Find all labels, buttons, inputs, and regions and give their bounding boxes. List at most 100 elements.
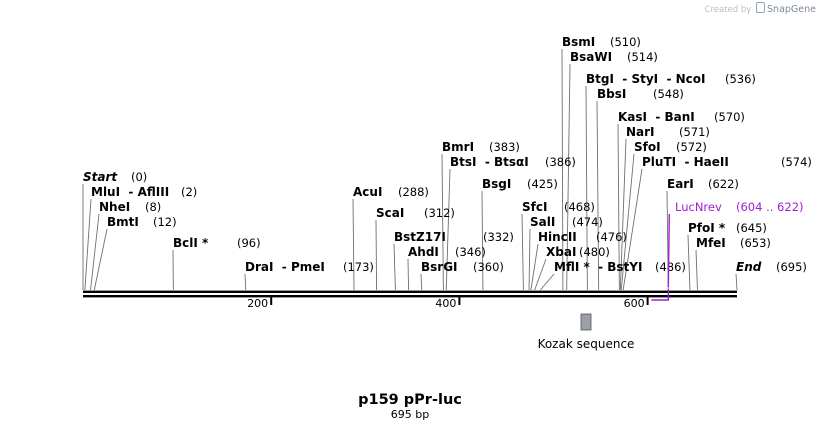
site-leader-line [585,85,588,291]
enzyme-site[interactable]: KasI - BanI (570) [618,110,745,124]
site-leader-line [617,123,620,291]
enzyme-site[interactable]: BsrGI (360) [421,260,504,274]
enzyme-name: BsmI [562,35,595,49]
kozak-feature-box [580,313,592,331]
site-leader-line [84,198,92,291]
enzyme-position: (572) [676,140,707,154]
enzyme-position: (0) [131,170,147,184]
enzyme-name: KasI - BanI [618,110,695,124]
enzyme-position: (548) [653,87,684,101]
enzyme-position: (288) [398,185,429,199]
feature-kozak[interactable]: Kozak sequence [538,313,635,351]
enzyme-name: PfoI * [688,221,726,235]
enzyme-position: (486) [655,260,686,274]
enzyme-name: BsaWI [570,50,612,64]
enzyme-site[interactable]: BmtI (12) [107,215,177,229]
enzyme-site[interactable]: MfeI (653) [696,236,771,250]
enzyme-site[interactable]: DraI - PmeI (173) [245,260,374,274]
primer-range: (604 .. 622) [736,200,804,214]
enzyme-site[interactable]: AcuI (288) [353,185,429,199]
backbone-bottom-strand [83,295,737,298]
site-leader-line [534,258,547,291]
enzyme-name: PluTI - HaeII [642,155,729,169]
enzyme-position: (468) [564,200,595,214]
enzyme-name: AhdI [408,245,439,259]
axis-tick-mark [458,297,461,305]
site-leader-line [735,273,738,291]
enzyme-position: (474) [572,215,603,229]
site-leader-line [393,243,396,291]
site-leader-line [407,258,410,291]
enzyme-site[interactable]: MluI - AflIII (2) [91,185,197,199]
enzyme-site[interactable]: HincII (476) [538,230,627,244]
enzyme-site[interactable]: PluTI - HaeII (574) [642,155,812,169]
site-leader-line [566,63,571,291]
primer-lucnrev[interactable]: LucNrev (604 .. 622) [651,200,804,301]
enzyme-site[interactable]: MflI * - BstYI (486) [554,260,686,274]
enzyme-position: (346) [455,245,486,259]
enzyme-name: BsrGI [421,260,458,274]
enzyme-site[interactable]: AhdI (346) [408,245,486,259]
enzyme-site[interactable]: SfcI (468) [522,200,595,214]
enzyme-position: (570) [714,110,745,124]
snapgene-logo-icon [756,2,766,13]
primer-name: LucNrev [675,200,722,214]
site-leader-line [528,228,531,291]
enzyme-name: ScaI [376,206,404,220]
enzyme-position: (645) [736,221,767,235]
site-leader-line [352,198,355,291]
enzyme-name: DraI - PmeI [245,260,325,274]
credit-prefix: Created by [704,5,752,15]
enzyme-name: BtsI - BtsαI [450,155,529,169]
axis-tick-label: 400 [435,297,456,310]
enzyme-site[interactable]: BbsI (548) [597,87,684,101]
enzyme-name: BbsI [597,87,626,101]
enzyme-name: BtgI - StyI - NcoI [586,72,706,86]
site-leader-line [420,273,423,291]
enzyme-site[interactable]: NheI (8) [99,200,161,214]
enzyme-site[interactable]: BclI * (96) [173,236,261,250]
enzyme-name: XbaI [546,245,576,259]
enzyme-site[interactable]: BtgI - StyI - NcoI (536) [586,72,756,86]
enzyme-site[interactable]: BsaWI (514) [570,50,658,64]
enzyme-site[interactable]: EarI (622) [667,177,739,191]
enzyme-name: BmrI [442,140,474,154]
enzyme-site[interactable]: SalI (474) [530,215,603,229]
site-leader-line [93,228,108,291]
site-leader-line [90,213,100,291]
enzyme-position: (383) [489,140,520,154]
enzyme-site[interactable]: Start (0) [83,170,147,184]
enzyme-site[interactable]: ScaI (312) [376,206,455,220]
axis-ticks: 200 400 600 [247,297,649,310]
backbone [83,290,737,298]
enzyme-site[interactable]: XbaI (480) [546,245,610,259]
enzyme-site[interactable]: BtsI - BtsαI (386) [450,155,576,169]
enzyme-position: (476) [596,230,627,244]
axis-tick-mark [270,297,273,305]
enzyme-name: NheI [99,200,130,214]
map-length: 695 bp [391,408,429,421]
site-leader-line [445,168,451,291]
enzyme-position: (96) [237,236,261,250]
credit-brand: SnapGene [767,4,816,15]
site-leader-line [375,219,378,291]
site-leader-line [244,273,247,291]
axis-tick-mark [646,297,649,305]
enzyme-site[interactable]: BsgI (425) [482,177,558,191]
enzyme-position: (480) [579,245,610,259]
enzyme-site[interactable]: NarI (571) [626,125,710,139]
enzyme-site[interactable]: BstZ17I (332) [394,230,514,244]
axis-tick-label: 600 [624,297,645,310]
site-leader-line [441,153,444,291]
enzyme-site[interactable]: PfoI * (645) [688,221,767,235]
enzyme-site[interactable]: BmrI (383) [442,140,520,154]
enzyme-name: BmtI [107,215,139,229]
kozak-feature-label: Kozak sequence [538,337,635,351]
enzyme-site[interactable]: BsmI (510) [562,35,641,49]
enzyme-name: SfcI [522,200,547,214]
site-leader-line [481,190,484,291]
enzyme-position: (173) [343,260,374,274]
enzyme-name: HincII [538,230,577,244]
enzyme-site[interactable]: SfoI (572) [634,140,707,154]
enzyme-site[interactable]: End (695) [736,260,807,274]
